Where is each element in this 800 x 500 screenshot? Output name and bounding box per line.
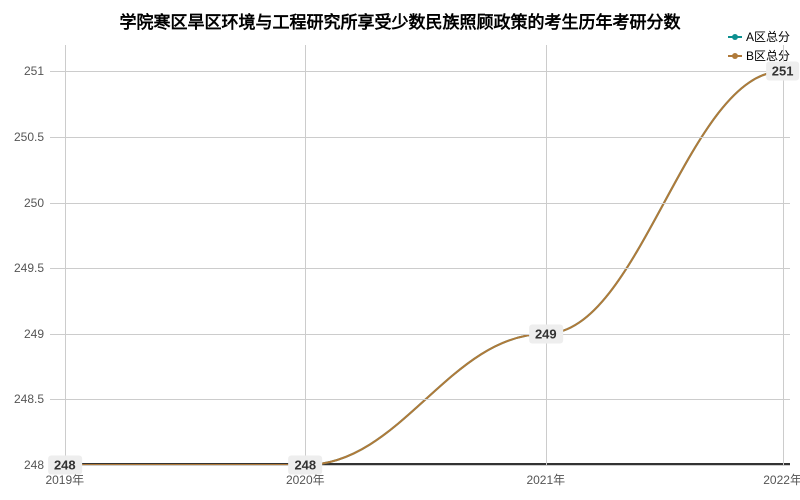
y-tick-label: 249.5 (14, 261, 50, 275)
grid-line-v (546, 45, 547, 465)
plot-area: 248248.5249249.5250250.52512019年2020年202… (50, 45, 790, 465)
grid-line-h (50, 334, 790, 335)
grid-line-v (305, 45, 306, 465)
legend-label: A区总分 (746, 28, 790, 45)
grid-line-h (50, 137, 790, 138)
chart-title: 学院寒区旱区环境与工程研究所享受少数民族照顾政策的考生历年考研分数 (120, 8, 681, 33)
chart-container: 学院寒区旱区环境与工程研究所享受少数民族照顾政策的考生历年考研分数 A区总分B区… (0, 0, 800, 500)
grid-line-h (50, 71, 790, 72)
grid-line-h (50, 268, 790, 269)
data-label: 248 (48, 456, 82, 475)
grid-line-h (50, 399, 790, 400)
y-tick-label: 250 (24, 196, 50, 210)
grid-line-v (783, 45, 784, 465)
data-label: 249 (529, 324, 563, 343)
line-layer (50, 45, 790, 465)
data-label: 251 (766, 62, 800, 81)
y-tick-label: 250.5 (14, 130, 50, 144)
grid-line-h (50, 203, 790, 204)
y-tick-label: 251 (24, 64, 50, 78)
legend-marker (728, 36, 742, 38)
y-tick-label: 248.5 (14, 392, 50, 406)
x-tick-label: 2022年 (763, 465, 800, 488)
y-tick-label: 249 (24, 327, 50, 341)
data-label: 248 (288, 456, 322, 475)
grid-line-v (65, 45, 66, 465)
legend-item: A区总分 (728, 28, 790, 45)
grid-line-h (50, 465, 790, 466)
x-tick-label: 2021年 (526, 465, 565, 488)
